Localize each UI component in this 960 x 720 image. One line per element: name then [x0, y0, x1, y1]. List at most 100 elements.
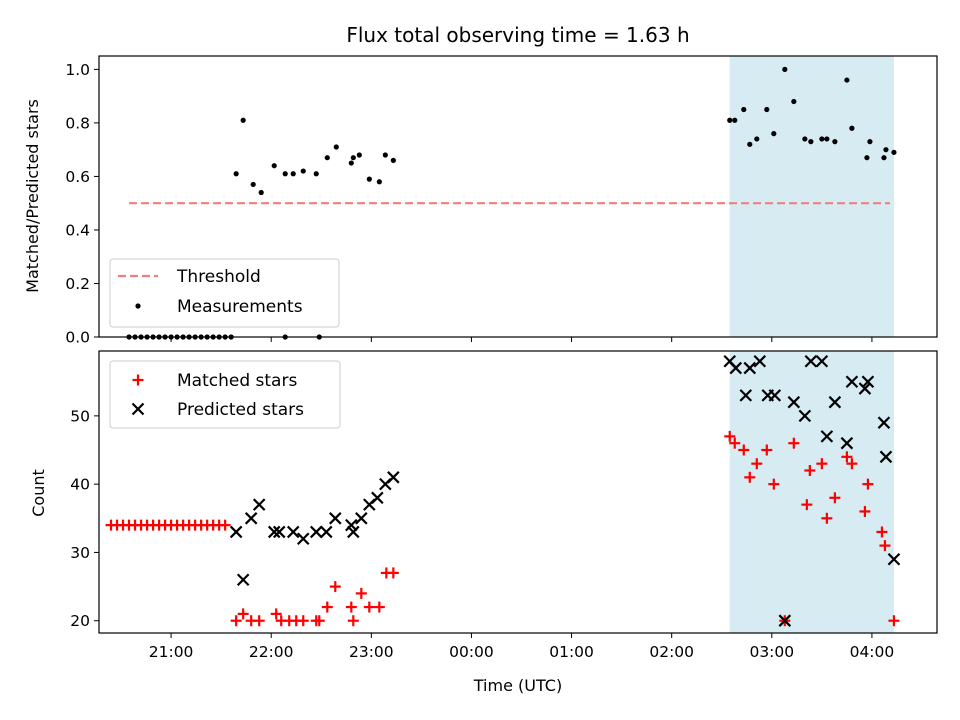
- measurement-point: [819, 136, 825, 142]
- observing-window-shade: [729, 56, 894, 337]
- ratio-legend: Threshold Measurements: [109, 258, 340, 328]
- y-tick-label: 30: [70, 544, 90, 562]
- matched-star-point: [846, 458, 858, 470]
- ratio-marks: [126, 66, 897, 340]
- legend-measurement-label: Measurements: [177, 297, 303, 317]
- x-tick-label: 02:00: [649, 643, 694, 661]
- matched-star-point: [724, 430, 736, 442]
- measurement-point: [824, 136, 830, 142]
- predicted-star-point: [753, 354, 767, 368]
- legend-measurement-swatch: [135, 303, 141, 309]
- matched-star-point: [230, 615, 242, 627]
- count-axis-ticks: 20 30 40 50 21:00 22:00 23:00 00:00 01:00 02:00 03…: [70, 407, 894, 661]
- x-tick-label: 01:00: [549, 643, 594, 661]
- matched-star-point: [738, 444, 750, 456]
- matched-star-point: [888, 615, 900, 627]
- y-tick-label: 1.0: [65, 61, 90, 79]
- legend-threshold-label: Threshold: [176, 267, 261, 287]
- measurement-point: [376, 179, 382, 185]
- predicted-star-point: [815, 354, 829, 368]
- predicted-star-point: [840, 436, 854, 450]
- matched-star-point: [387, 567, 399, 579]
- matched-star-point: [373, 601, 385, 613]
- observing-window-shade: [729, 351, 894, 633]
- predicted-star-point: [286, 525, 300, 539]
- legend-matched-swatch: [132, 374, 144, 386]
- count-panel: 20 30 40 50 21:00 22:00 23:00 00:00 01:00 02:00 03…: [29, 350, 938, 695]
- matched-star-point: [744, 471, 756, 483]
- predicted-star-point: [768, 389, 782, 402]
- predicted-star-point: [804, 354, 818, 368]
- x-tick-label: 21:00: [149, 643, 194, 661]
- count-plot-frame: [98, 350, 938, 634]
- measurement-point: [864, 155, 870, 161]
- predicted-star-point: [329, 512, 342, 525]
- matched-star-point: [729, 437, 741, 449]
- measurement-point: [867, 139, 873, 145]
- matched-star-point: [829, 492, 841, 504]
- count-y-axis-label: Count: [29, 469, 48, 517]
- matched-star-point: [363, 601, 375, 613]
- matched-star-point: [804, 464, 816, 476]
- y-tick-label: 0.6: [65, 168, 90, 186]
- measurement-point: [727, 117, 733, 123]
- matched-star-point: [821, 512, 833, 524]
- predicted-star-point: [787, 395, 801, 409]
- ratio-plot-frame: [98, 55, 938, 338]
- x-tick-label: 00:00: [449, 643, 494, 661]
- matched-star-point: [270, 608, 282, 620]
- predicted-star-point: [387, 471, 400, 484]
- predicted-star-point: [319, 525, 333, 539]
- measurement-point: [382, 152, 388, 158]
- y-tick-label: 0.2: [65, 275, 90, 293]
- predicted-star-point: [820, 430, 834, 443]
- predicted-star-point: [877, 416, 891, 429]
- predicted-star-point: [371, 491, 384, 505]
- matched-star-point: [876, 526, 888, 538]
- ratio-panel: 0.0 0.2 0.4 0.6 0.8 1.0 Matched/Predicted sta…: [23, 55, 938, 347]
- measurement-point: [802, 136, 808, 142]
- predicted-star-point: [252, 498, 266, 511]
- measurement-point: [764, 106, 770, 113]
- matched-star-point: [253, 615, 265, 627]
- y-tick-label: 20: [70, 612, 90, 630]
- measurement-point: [366, 176, 372, 182]
- measurement-point: [844, 77, 850, 83]
- measurement-point: [754, 136, 760, 142]
- measurement-point: [883, 147, 889, 153]
- measurement-point: [240, 117, 246, 123]
- matched-star-point: [879, 540, 891, 552]
- legend-predicted-label: Predicted stars: [177, 400, 304, 420]
- predicted-star-point: [739, 389, 753, 402]
- count-marks: [105, 354, 901, 627]
- matched-star-point: [237, 608, 249, 620]
- measurement-point: [313, 171, 319, 177]
- matched-star-point: [345, 601, 357, 613]
- measurement-point: [233, 171, 239, 177]
- count-legend: Matched stars Predicted stars: [109, 360, 341, 429]
- measurement-point: [348, 160, 354, 166]
- predicted-star-point: [828, 395, 842, 409]
- measurement-point: [250, 181, 256, 188]
- measurement-point: [356, 152, 362, 158]
- measurement-point: [881, 155, 887, 161]
- measurement-point: [849, 125, 855, 131]
- measurement-point: [791, 98, 797, 105]
- matched-star-point: [768, 478, 780, 490]
- measurement-point: [271, 163, 277, 169]
- predicted-star-point: [267, 525, 281, 539]
- legend-matched-label: Matched stars: [177, 371, 297, 391]
- matched-star-point: [329, 581, 341, 593]
- matched-star-point: [297, 615, 309, 627]
- measurement-point: [891, 149, 897, 155]
- measurement-point: [808, 139, 814, 145]
- matched-star-point: [751, 458, 763, 470]
- measurement-point: [282, 171, 288, 177]
- measurement-point: [324, 155, 330, 161]
- predicted-star-point: [236, 573, 250, 587]
- x-tick-label: 04:00: [850, 643, 895, 661]
- y-tick-label: 0.0: [65, 329, 90, 347]
- predicted-star-point: [244, 512, 258, 525]
- measurement-point: [782, 66, 788, 72]
